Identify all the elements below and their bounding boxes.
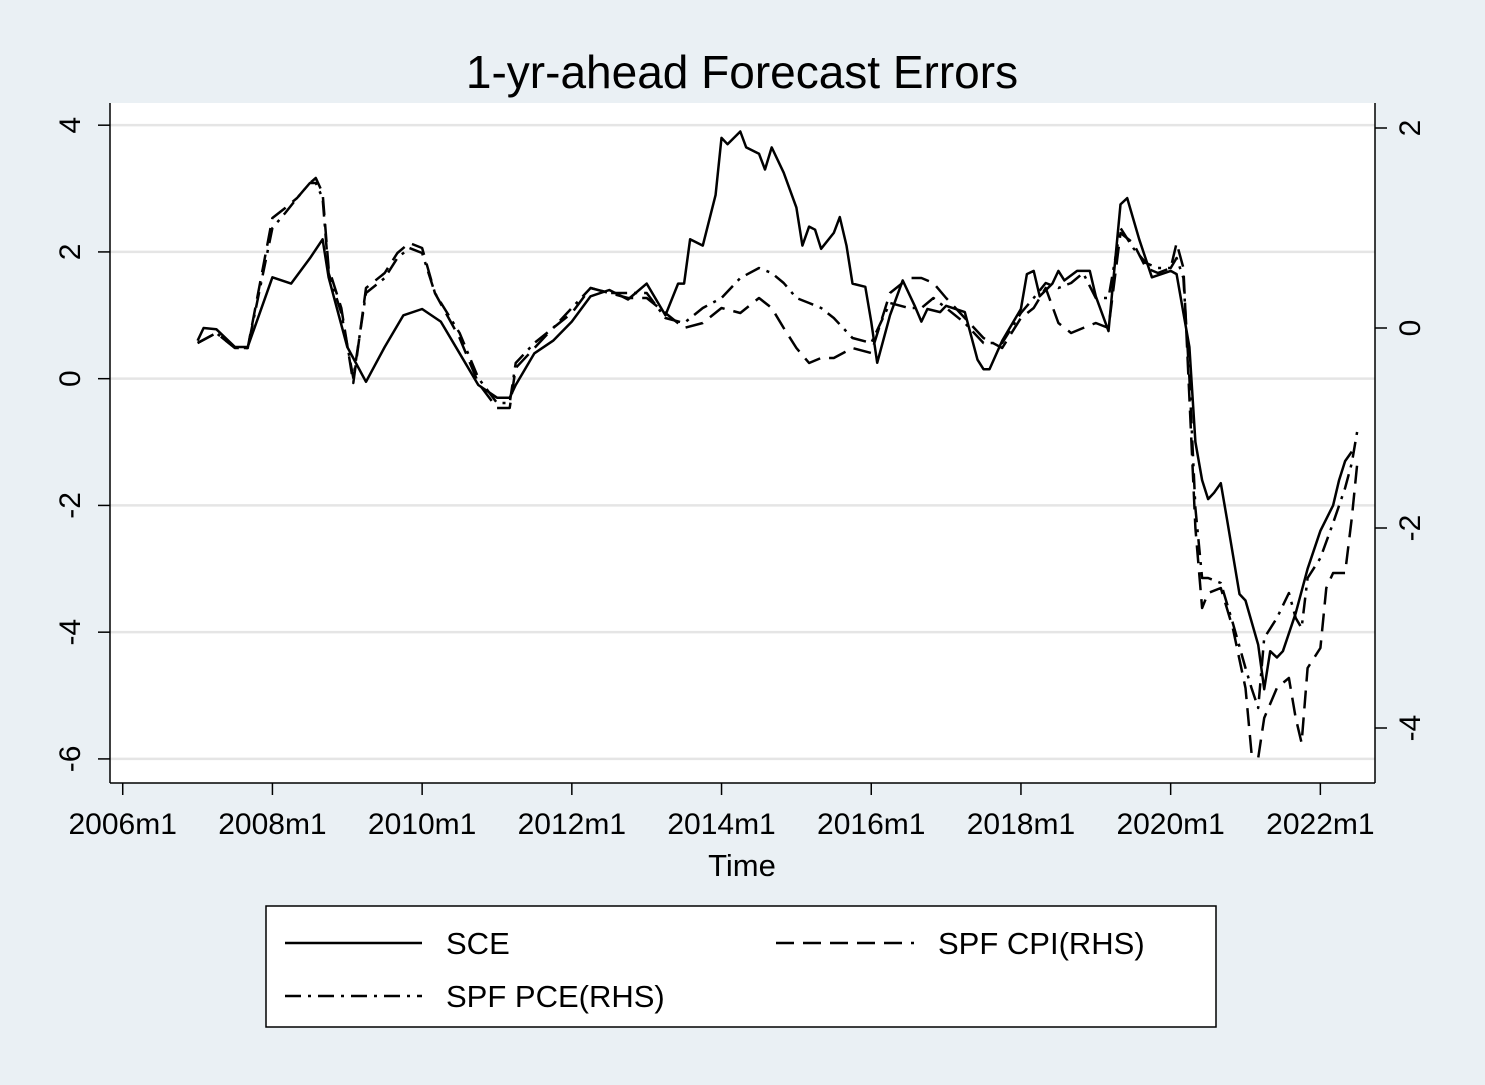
y-right-tick-label: -2 [1394,515,1427,542]
legend: SCE SPF CPI(RHS) SPF PCE(RHS) [265,905,1217,1028]
legend-label-1: SCE [446,926,510,961]
legend-label-2: SPF CPI(RHS) [938,926,1145,961]
x-tick-label: 2016m1 [817,808,925,841]
x-tick-label: 2020m1 [1116,808,1224,841]
y-right-tick-label: -4 [1394,715,1427,742]
y-left-tick-label: 0 [54,370,87,387]
x-tick-label: 2010m1 [368,808,476,841]
series-lines [196,130,1360,760]
series-line-2 [197,176,1360,760]
chart-title: 1-yr-ahead Forecast Errors [466,46,1018,98]
x-tick-label: 2006m1 [69,808,177,841]
y-left-tick-label: -6 [54,746,87,773]
x-tick-label: 2012m1 [518,808,626,841]
y-left-tick-label: 2 [54,244,87,261]
x-tick-label: 2014m1 [667,808,775,841]
axes: 4 2 0 -2 -4 -6 2 0 -2 -4 2006m1 2008m1 2010m1 2012m1 2… [54,103,1427,841]
x-tick-label: 2018m1 [967,808,1075,841]
x-tick-label: 2022m1 [1266,808,1374,841]
y-left-tick-label: -2 [54,492,87,519]
x-axis-label: Time [708,848,776,883]
y-left-tick-label: 4 [54,117,87,134]
legend-box [265,905,1217,1028]
y-left-tick-label: -4 [54,619,87,646]
legend-label-3: SPF PCE(RHS) [446,979,665,1014]
series-line-3 [197,181,1360,710]
x-tick-label: 2008m1 [218,808,326,841]
y-right-tick-label: 2 [1394,120,1427,137]
grid-lines [110,123,1375,761]
y-right-tick-label: 0 [1394,320,1427,337]
plot-area [110,103,1375,783]
